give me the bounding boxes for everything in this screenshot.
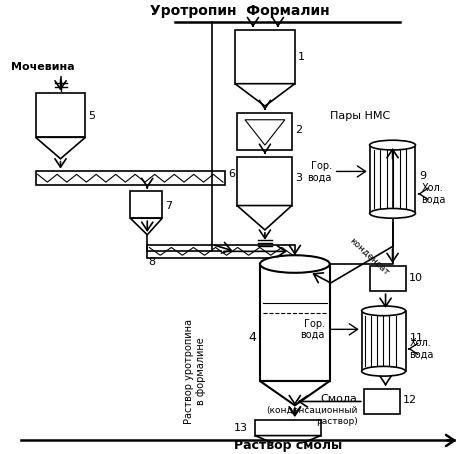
Text: 13: 13: [234, 423, 248, 433]
Ellipse shape: [361, 366, 406, 376]
Polygon shape: [255, 435, 321, 449]
Ellipse shape: [370, 140, 416, 150]
Text: конденсат: конденсат: [348, 236, 391, 277]
Bar: [364, 389, 399, 414]
Text: 5: 5: [88, 111, 95, 121]
Bar: [36, 172, 225, 185]
Text: Мочевина: Мочевина: [10, 62, 74, 72]
Text: 6: 6: [228, 169, 235, 179]
Polygon shape: [245, 120, 285, 145]
Bar: [370, 266, 406, 291]
Text: (конденсационный: (конденсационный: [266, 406, 358, 415]
Text: Уротропин  Формалин: Уротропин Формалин: [150, 5, 330, 18]
Text: Раствор смолы: Раствор смолы: [234, 439, 342, 453]
Ellipse shape: [361, 306, 406, 316]
Ellipse shape: [370, 208, 416, 218]
Text: Гор.
вода: Гор. вода: [307, 161, 332, 182]
Polygon shape: [235, 84, 295, 106]
Polygon shape: [130, 218, 162, 235]
Text: Хол.
вода: Хол. вода: [421, 183, 446, 205]
Bar: [237, 113, 292, 150]
Text: 12: 12: [402, 395, 417, 405]
Text: Раствор уротропина
в формалине: Раствор уротропина в формалине: [184, 319, 206, 424]
Text: 9: 9: [419, 171, 427, 181]
Text: Пары НМС: Пары НМС: [330, 111, 390, 121]
Text: 1: 1: [298, 52, 305, 62]
Bar: [370, 145, 416, 213]
Text: 2: 2: [295, 124, 302, 134]
Text: 3: 3: [295, 173, 302, 183]
Text: 8: 8: [148, 257, 155, 267]
Polygon shape: [36, 137, 86, 159]
Text: Хол.
вода: Хол. вода: [409, 338, 434, 360]
Bar: [147, 245, 295, 258]
Ellipse shape: [260, 255, 330, 273]
Bar: [255, 420, 321, 435]
Text: Гор.
вода: Гор. вода: [300, 319, 325, 340]
Text: 7: 7: [165, 201, 172, 211]
Bar: [235, 30, 295, 84]
Text: 11: 11: [409, 333, 424, 343]
Text: раствор): раствор): [316, 417, 358, 426]
Polygon shape: [260, 381, 330, 405]
Bar: [130, 191, 162, 218]
Text: Смола: Смола: [321, 394, 358, 404]
Bar: [237, 157, 292, 206]
Bar: [361, 311, 406, 371]
Text: 4: 4: [248, 331, 256, 344]
Polygon shape: [237, 206, 292, 230]
Text: 10: 10: [408, 273, 422, 283]
Bar: [36, 94, 86, 137]
Bar: [260, 264, 330, 381]
